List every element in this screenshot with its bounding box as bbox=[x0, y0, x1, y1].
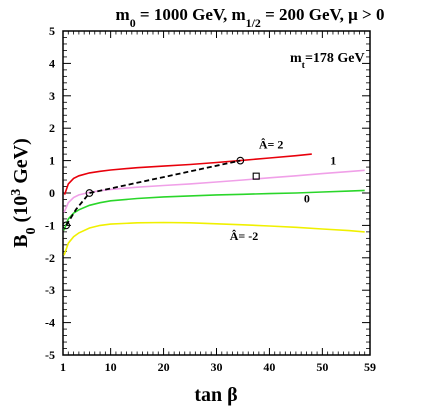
x-tick-label: 1 bbox=[60, 360, 66, 374]
y-tick-label: -3 bbox=[45, 283, 55, 297]
y-tick-label: 5 bbox=[49, 24, 55, 38]
y-tick-label: -4 bbox=[45, 316, 55, 330]
curve-label: 1 bbox=[330, 153, 336, 167]
x-tick-label: 10 bbox=[105, 360, 117, 374]
curve-label: Â= -2 bbox=[230, 229, 259, 243]
x-tick-label: 59 bbox=[364, 360, 376, 374]
curve-label: Â= 2 bbox=[259, 137, 284, 151]
dashed-trajectory bbox=[65, 159, 241, 226]
x-tick-label: 30 bbox=[211, 360, 223, 374]
series-line-4 bbox=[63, 221, 365, 256]
circle-marker bbox=[85, 189, 94, 197]
x-tick-label: 50 bbox=[316, 360, 328, 374]
series-line-3 bbox=[63, 189, 365, 231]
curve-labels: Â= 2 1 0 Â= -2 bbox=[230, 137, 337, 243]
y-tick-label: 0 bbox=[49, 186, 55, 200]
curve-label: 0 bbox=[304, 192, 310, 206]
mt-annotation: mt=178 GeV bbox=[290, 51, 365, 71]
series-layer bbox=[63, 153, 365, 256]
x-axis-label: tan β bbox=[194, 384, 237, 406]
y-tick-label: 2 bbox=[49, 121, 55, 135]
y-tick-label: -1 bbox=[45, 218, 55, 232]
circle-marker bbox=[62, 221, 71, 230]
plot-frame bbox=[62, 30, 371, 356]
y-axis-label: B0 (103 GeV) bbox=[9, 138, 39, 248]
y-tick-label: 1 bbox=[49, 154, 55, 168]
series-line-2 bbox=[63, 169, 365, 213]
x-tick-label: 40 bbox=[263, 360, 275, 374]
y-tick-label: 3 bbox=[49, 89, 55, 103]
chart-title: m0 = 1000 GeV, m1/2 = 200 GeV, μ > 0 bbox=[116, 5, 385, 30]
y-tick-label: -5 bbox=[45, 348, 55, 362]
y-tick-label: -2 bbox=[45, 251, 55, 265]
circle-marker bbox=[236, 156, 245, 165]
y-tick-label: 4 bbox=[49, 56, 55, 70]
series-line-1 bbox=[63, 153, 312, 195]
x-tick-label: 20 bbox=[158, 360, 170, 374]
marker-layer bbox=[62, 156, 260, 230]
square-marker bbox=[252, 172, 260, 180]
